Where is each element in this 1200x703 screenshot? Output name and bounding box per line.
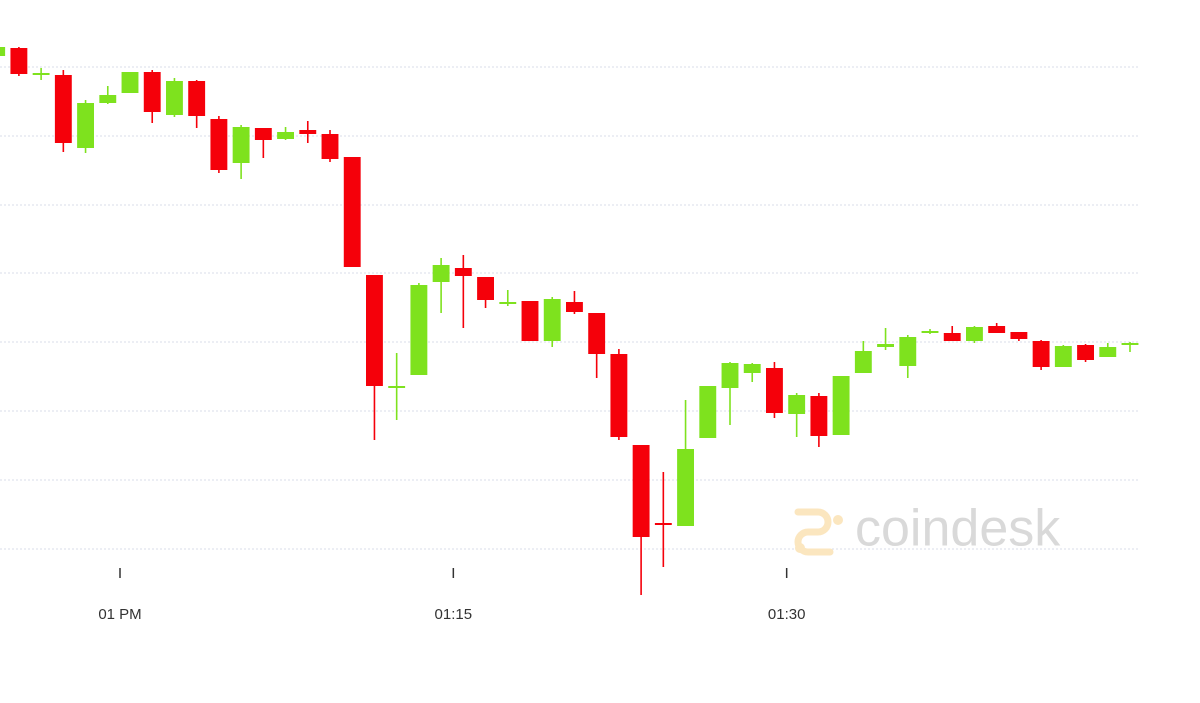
candle-body bbox=[1054, 346, 1072, 367]
candle-body bbox=[677, 449, 694, 526]
candle-body bbox=[210, 119, 228, 170]
candle-body bbox=[99, 95, 117, 103]
candle-body bbox=[143, 72, 161, 112]
candle-body bbox=[943, 333, 961, 341]
candle-body bbox=[854, 351, 872, 373]
candle-body bbox=[588, 313, 606, 354]
candle-body bbox=[77, 103, 94, 148]
candle-body bbox=[1099, 347, 1117, 357]
candle-body bbox=[0, 47, 6, 56]
x-tick-label: 01 PM bbox=[98, 606, 141, 623]
candle-body bbox=[166, 81, 183, 115]
candle-body bbox=[232, 127, 250, 163]
candle-body bbox=[388, 386, 406, 388]
candle-body bbox=[966, 327, 983, 341]
candle-body bbox=[988, 326, 1006, 333]
candle-body bbox=[343, 157, 361, 267]
candle-body bbox=[10, 48, 28, 74]
candle-body bbox=[432, 265, 450, 282]
candle-body bbox=[410, 285, 428, 375]
candle-body bbox=[477, 277, 494, 300]
candle-body bbox=[743, 364, 761, 373]
candle-body bbox=[566, 302, 583, 312]
candle-body bbox=[610, 354, 628, 437]
candle-body bbox=[721, 363, 739, 388]
candle-body bbox=[1010, 332, 1028, 339]
candle-body bbox=[121, 72, 139, 93]
candle-body bbox=[543, 299, 561, 341]
candle-body bbox=[766, 368, 783, 413]
watermark-logo bbox=[794, 508, 843, 556]
candle-body bbox=[499, 302, 517, 304]
candle-body bbox=[1032, 341, 1050, 367]
candle-body bbox=[832, 376, 850, 435]
candle-body bbox=[810, 396, 828, 436]
candle-body bbox=[921, 331, 939, 333]
candle-body bbox=[521, 301, 539, 341]
candle-body bbox=[54, 75, 72, 143]
candle-body bbox=[277, 132, 294, 139]
candle-body bbox=[899, 337, 917, 366]
candle-body bbox=[632, 445, 650, 537]
candle-body bbox=[454, 268, 472, 276]
candle-body bbox=[788, 395, 806, 414]
candle-body bbox=[877, 344, 894, 347]
candle-body bbox=[188, 81, 206, 116]
candle-body bbox=[1077, 345, 1094, 360]
candle-body bbox=[366, 275, 383, 386]
candle-body bbox=[321, 134, 339, 159]
x-tick-label: 01:30 bbox=[768, 606, 806, 623]
candle-body bbox=[699, 386, 717, 438]
watermark: coindesk bbox=[855, 500, 1061, 558]
candle-body bbox=[1121, 343, 1139, 345]
candle-body bbox=[32, 73, 50, 75]
candle-body bbox=[654, 523, 672, 525]
candle-body bbox=[299, 130, 317, 134]
x-tick-label: 01:15 bbox=[435, 606, 473, 623]
candle-body bbox=[254, 128, 272, 140]
